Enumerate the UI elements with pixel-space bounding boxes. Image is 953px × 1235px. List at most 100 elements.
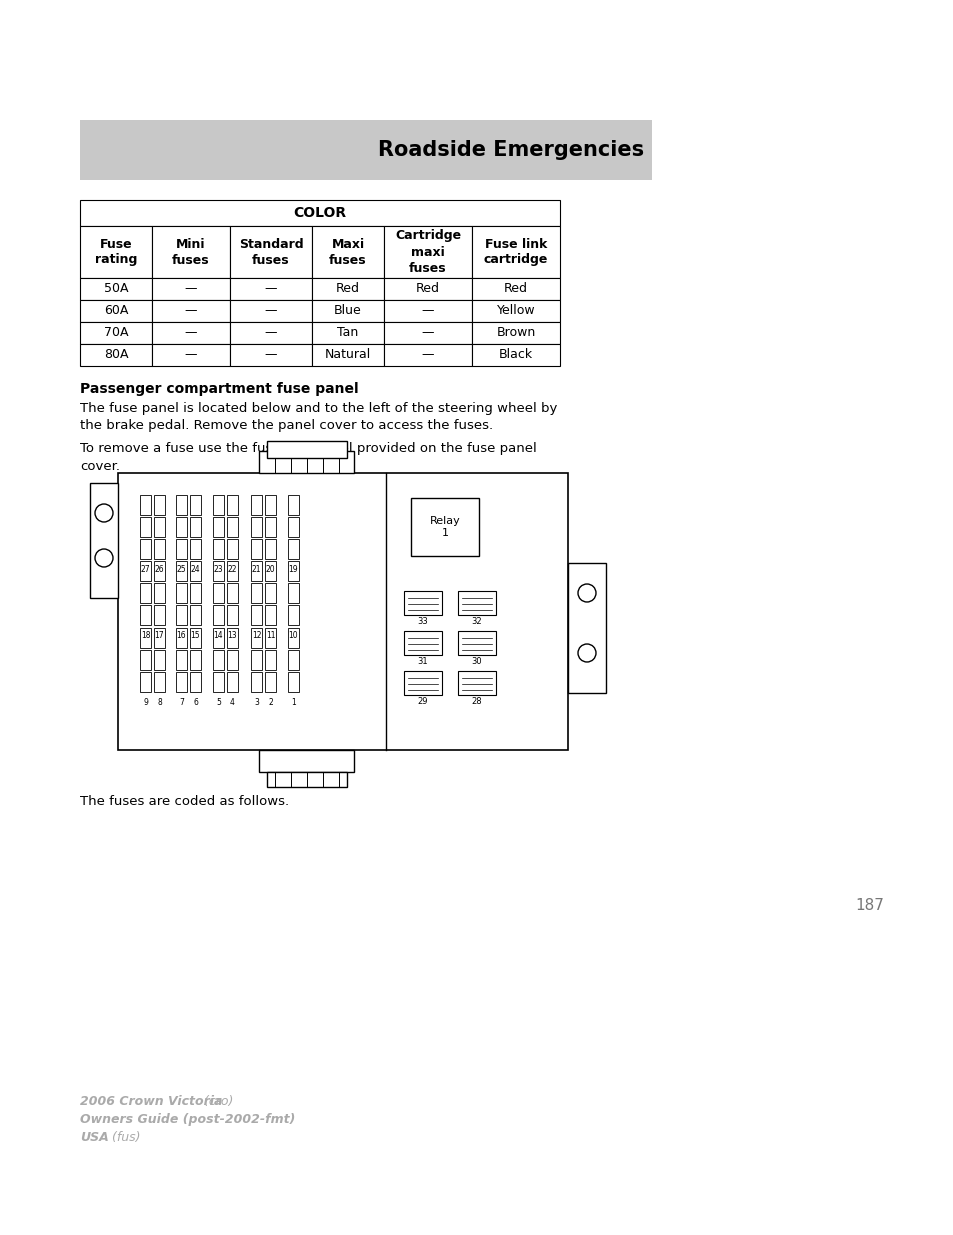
Bar bbox=[153, 538, 165, 559]
Text: —: — bbox=[185, 283, 197, 295]
Bar bbox=[190, 517, 201, 537]
Bar bbox=[140, 495, 151, 515]
Bar bbox=[288, 629, 298, 648]
Text: —: — bbox=[185, 305, 197, 317]
Bar bbox=[230, 300, 312, 322]
Bar bbox=[472, 226, 559, 278]
Text: —: — bbox=[185, 348, 197, 362]
Text: 7: 7 bbox=[179, 698, 184, 706]
Bar bbox=[213, 605, 224, 625]
Bar bbox=[259, 451, 355, 473]
Text: 9: 9 bbox=[143, 698, 148, 706]
Bar bbox=[175, 672, 187, 692]
Text: Fuse
rating: Fuse rating bbox=[94, 237, 137, 267]
Bar bbox=[140, 650, 151, 671]
Bar bbox=[213, 583, 224, 603]
Bar bbox=[265, 650, 275, 671]
Bar bbox=[153, 561, 165, 580]
Text: 20: 20 bbox=[265, 564, 275, 574]
Bar bbox=[312, 322, 384, 345]
Text: 27: 27 bbox=[140, 564, 151, 574]
Bar bbox=[267, 441, 347, 458]
Bar bbox=[265, 672, 275, 692]
Bar bbox=[190, 605, 201, 625]
Text: 8: 8 bbox=[157, 698, 162, 706]
Bar bbox=[457, 631, 496, 655]
Text: 3: 3 bbox=[253, 698, 258, 706]
Text: 22: 22 bbox=[228, 564, 237, 574]
Text: To remove a fuse use the fuse puller tool provided on the fuse panel
cover.: To remove a fuse use the fuse puller too… bbox=[80, 442, 537, 473]
Bar bbox=[288, 672, 298, 692]
Bar bbox=[472, 345, 559, 366]
Text: COLOR: COLOR bbox=[294, 206, 346, 220]
Bar bbox=[472, 278, 559, 300]
Bar bbox=[80, 200, 559, 226]
Bar bbox=[251, 629, 262, 648]
Bar bbox=[457, 592, 496, 615]
Bar bbox=[153, 650, 165, 671]
Text: —: — bbox=[185, 326, 197, 340]
Bar bbox=[90, 483, 118, 598]
Bar bbox=[152, 322, 230, 345]
Text: 60A: 60A bbox=[104, 305, 128, 317]
Bar bbox=[227, 561, 237, 580]
Text: —: — bbox=[265, 326, 277, 340]
Bar bbox=[251, 538, 262, 559]
Bar bbox=[80, 226, 152, 278]
Circle shape bbox=[95, 504, 112, 522]
Text: 1: 1 bbox=[291, 698, 295, 706]
Text: 13: 13 bbox=[228, 631, 237, 640]
Bar bbox=[288, 538, 298, 559]
Bar bbox=[227, 629, 237, 648]
Bar bbox=[140, 605, 151, 625]
Text: 25: 25 bbox=[176, 564, 186, 574]
Circle shape bbox=[578, 584, 596, 601]
Bar bbox=[251, 517, 262, 537]
Bar bbox=[312, 300, 384, 322]
Bar bbox=[190, 495, 201, 515]
Bar bbox=[265, 517, 275, 537]
Bar bbox=[227, 538, 237, 559]
Text: Passenger compartment fuse panel: Passenger compartment fuse panel bbox=[80, 382, 358, 396]
Text: 187: 187 bbox=[855, 898, 883, 913]
Bar bbox=[175, 517, 187, 537]
Text: 16: 16 bbox=[176, 631, 186, 640]
Text: The fuse panel is located below and to the left of the steering wheel by
the bra: The fuse panel is located below and to t… bbox=[80, 403, 557, 432]
Text: 12: 12 bbox=[252, 631, 261, 640]
Bar bbox=[251, 650, 262, 671]
Bar bbox=[230, 322, 312, 345]
Bar bbox=[312, 278, 384, 300]
Bar bbox=[213, 561, 224, 580]
Text: Yellow: Yellow bbox=[497, 305, 535, 317]
Bar bbox=[175, 495, 187, 515]
Bar bbox=[230, 278, 312, 300]
Bar bbox=[213, 672, 224, 692]
Text: Red: Red bbox=[503, 283, 527, 295]
Text: —: — bbox=[265, 348, 277, 362]
Bar bbox=[175, 561, 187, 580]
Text: 29: 29 bbox=[417, 697, 428, 705]
Text: USA: USA bbox=[80, 1131, 109, 1144]
Bar bbox=[288, 517, 298, 537]
Bar bbox=[80, 300, 152, 322]
Bar bbox=[251, 605, 262, 625]
Text: Red: Red bbox=[335, 283, 359, 295]
Text: 17: 17 bbox=[154, 631, 164, 640]
Bar bbox=[80, 278, 152, 300]
Text: 30: 30 bbox=[471, 657, 482, 666]
Text: Standard
fuses: Standard fuses bbox=[238, 237, 303, 267]
Text: 6: 6 bbox=[193, 698, 197, 706]
Bar bbox=[384, 300, 472, 322]
Text: Maxi
fuses: Maxi fuses bbox=[329, 237, 366, 267]
Text: 28: 28 bbox=[471, 697, 482, 705]
Bar bbox=[288, 650, 298, 671]
Text: —: — bbox=[265, 283, 277, 295]
Bar bbox=[288, 583, 298, 603]
Text: 15: 15 bbox=[191, 631, 200, 640]
Bar bbox=[140, 672, 151, 692]
Bar bbox=[153, 672, 165, 692]
Bar bbox=[265, 561, 275, 580]
Text: 33: 33 bbox=[417, 616, 428, 625]
Text: 26: 26 bbox=[154, 564, 164, 574]
Bar bbox=[251, 561, 262, 580]
